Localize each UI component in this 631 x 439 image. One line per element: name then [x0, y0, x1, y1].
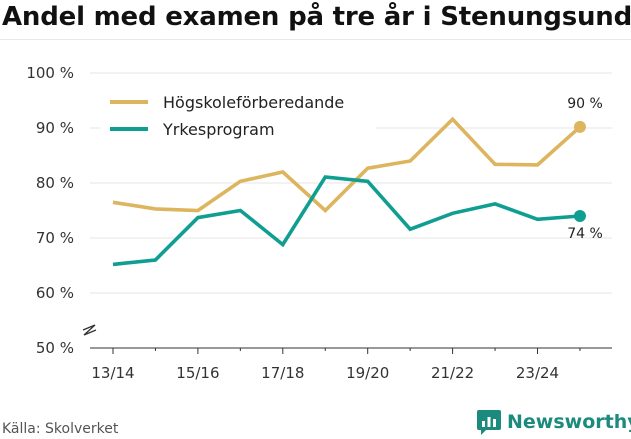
x-tick-label: 19/20	[346, 364, 389, 382]
x-tick-label: 23/24	[516, 364, 559, 382]
legend-label-yrkesprogram: Yrkesprogram	[162, 120, 275, 139]
end-label-yrkesprogram: 74 %	[567, 226, 603, 242]
source-note: Källa: Skolverket	[2, 421, 119, 437]
chart-title: Andel med examen på tre år i Stenungsund	[2, 2, 631, 32]
y-tick-label: 90 %	[36, 119, 74, 137]
brand-name: Newsworthy	[507, 411, 631, 433]
series-lines	[112, 116, 586, 267]
newsworthy-logo-icon	[477, 410, 501, 435]
y-tick-label: 80 %	[36, 174, 74, 192]
y-tick-label: 50 %	[36, 339, 74, 357]
end-labels: 90 % 74 %	[567, 96, 603, 242]
end-point-hogskoleforberedande	[573, 120, 586, 133]
end-label-hogskoleforberedande: 90 %	[567, 96, 603, 112]
brand-logo: Newsworthy	[476, 408, 631, 436]
y-tick-label: 100 %	[26, 64, 74, 82]
y-axis-ticks: 100 % 90 % 80 % 70 % 60 % 50 %	[26, 64, 97, 357]
x-tick-label: 21/22	[431, 364, 474, 382]
end-point-yrkesprogram	[573, 210, 586, 222]
x-axis: 13/14 15/16 17/18 19/20 21/22 23/24	[90, 347, 612, 382]
axis-break-icon	[82, 324, 97, 336]
y-tick-label: 60 %	[36, 284, 74, 302]
x-tick-label: 15/16	[176, 364, 219, 382]
x-tick-label: 13/14	[91, 364, 134, 382]
legend-label-hogskoleforberedande: Högskoleförberedande	[163, 93, 344, 112]
series-line-hogskoleforberedande	[112, 116, 582, 213]
legend: Högskoleförberedande Yrkesprogram	[100, 87, 376, 139]
title-divider	[0, 39, 631, 40]
y-tick-label: 70 %	[36, 229, 74, 247]
x-tick-label: 17/18	[261, 364, 304, 382]
series-line-yrkesprogram	[112, 175, 581, 267]
